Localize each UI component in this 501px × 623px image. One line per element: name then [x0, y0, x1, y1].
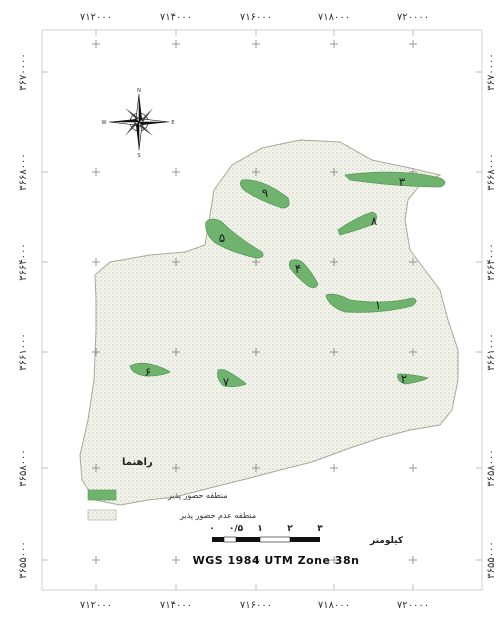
zone-6-shape [129, 362, 171, 377]
frame-ticks [42, 30, 482, 590]
right-tick-label: ۳۶۶۴۰۰۰ [486, 243, 497, 281]
left-tick-label: ۳۶۵۸۰۰۰ [18, 449, 29, 487]
zone-labels: ۳ ۹ ۸ ۵ ۴ ۱ ۲ ۶ ۷ [145, 175, 407, 389]
right-tick-label: ۳۶۷۰۰۰۰ [486, 53, 497, 91]
zone-label: ۶ [145, 365, 151, 379]
zone-5-shape [205, 218, 264, 259]
study-area-polygon [79, 139, 459, 506]
right-tick-label: ۳۶۶۸۰۰۰ [486, 153, 497, 191]
zone-label: ۸ [371, 214, 378, 228]
legend-absence-swatch [87, 509, 117, 521]
scale-bar: ۰/۵ ۰ ۱ ۲ ۳ کیلومتر [209, 524, 404, 546]
bottom-tick-label: ۷۱۶۰۰۰ [240, 600, 272, 611]
zone-label: ۹ [262, 186, 268, 200]
zone-label: ۵ [219, 231, 225, 245]
scale-unit-label: کیلومتر [369, 536, 404, 546]
left-tick-label: ۳۶۶۸۰۰۰ [18, 153, 29, 191]
zone-label: ۴ [295, 262, 301, 276]
zone-8-shape [337, 211, 377, 236]
zone-label: ۳ [399, 175, 406, 189]
legend-presence-swatch [87, 489, 117, 501]
left-tick-label: ۳۶۷۰۰۰۰ [18, 53, 29, 91]
legend-absence-label: منطقه عدم حضور پذیر [179, 511, 256, 520]
compass-w-label: W [102, 120, 107, 126]
right-coordinate-labels: ۳۶۷۰۰۰۰ ۳۶۶۸۰۰۰ ۳۶۶۴۰۰۰ ۳۶۶۱۰۰۰ ۳۶۵۸۰۰۰ … [486, 53, 497, 579]
top-tick-label: ۷۱۸۰۰۰ [318, 12, 350, 23]
left-tick-label: ۳۶۶۴۰۰۰ [18, 243, 29, 281]
scale-label: ۳ [317, 524, 323, 534]
bottom-tick-label: ۷۱۸۰۰۰ [318, 600, 350, 611]
zone-label: ۷ [223, 375, 230, 389]
bottom-tick-label: ۷۱۲۰۰۰ [80, 600, 112, 611]
top-coordinate-labels: ۷۱۲۰۰۰ ۷۱۴۰۰۰ ۷۱۶۰۰۰ ۷۱۸۰۰۰ ۷۲۰۰۰۰ [80, 12, 429, 23]
zone-1-shape [325, 293, 417, 313]
compass-rose-icon: N S E W [102, 88, 175, 159]
top-tick-label: ۷۱۴۰۰۰ [160, 12, 192, 23]
top-tick-label: ۷۱۶۰۰۰ [240, 12, 272, 23]
compass-e-label: E [171, 120, 174, 126]
right-tick-label: ۳۶۵۸۰۰۰ [486, 449, 497, 487]
scale-label: ۱ [257, 524, 263, 534]
right-tick-label: ۳۶۶۱۰۰۰ [486, 333, 497, 371]
legend-presence-label: منطقه حضور پذیر [167, 491, 228, 500]
bottom-tick-label: ۷۲۰۰۰۰ [397, 600, 429, 611]
compass-n-label: N [137, 88, 141, 94]
presence-zones [129, 171, 446, 388]
left-coordinate-labels: ۳۶۷۰۰۰۰ ۳۶۶۸۰۰۰ ۳۶۶۴۰۰۰ ۳۶۶۱۰۰۰ ۳۶۵۸۰۰۰ … [18, 53, 29, 579]
left-tick-label: ۳۶۶۱۰۰۰ [18, 333, 29, 371]
zone-2-shape [397, 373, 430, 385]
compass-s-label: S [137, 153, 140, 159]
zone-3-shape [344, 171, 446, 188]
zone-label: ۱ [375, 298, 381, 312]
left-tick-label: ۳۶۵۵۰۰۰ [18, 541, 29, 579]
legend: راهنما منطقه حضور پذیر منطقه عدم حضور پذ… [87, 457, 256, 521]
scale-label: ۲ [287, 524, 293, 534]
bottom-coordinate-labels: ۷۱۲۰۰۰ ۷۱۴۰۰۰ ۷۱۶۰۰۰ ۷۱۸۰۰۰ ۷۲۰۰۰۰ [80, 600, 429, 611]
top-tick-label: ۷۲۰۰۰۰ [397, 12, 429, 23]
zone-4-shape [288, 259, 319, 288]
zone-label: ۲ [401, 372, 407, 386]
zone-7-shape [217, 369, 247, 388]
projection-label: WGS 1984 UTM Zone 38n [193, 554, 360, 567]
scale-label: ۰ [209, 524, 215, 534]
legend-title: راهنما [122, 457, 153, 468]
right-tick-label: ۳۶۵۵۰۰۰ [486, 541, 497, 579]
bottom-tick-label: ۷۱۴۰۰۰ [160, 600, 192, 611]
grid-crosses [92, 40, 417, 564]
zone-9-shape [240, 179, 290, 209]
scale-label: ۰/۵ [229, 524, 244, 534]
top-tick-label: ۷۱۲۰۰۰ [80, 12, 112, 23]
